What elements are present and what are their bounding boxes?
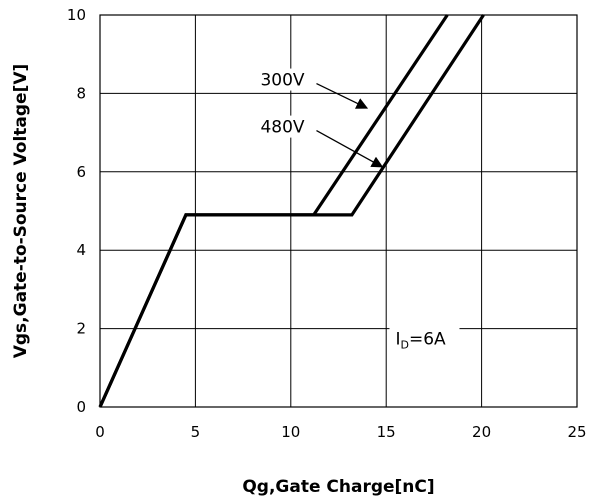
plot-frame [99, 14, 578, 408]
y-tick-label: 0 [76, 398, 86, 416]
annotation-backdrop [389, 324, 460, 353]
grid [100, 15, 577, 407]
series-label-arrow [316, 130, 384, 168]
series-line-480v [98, 14, 485, 408]
x-tick-label: 0 [95, 423, 105, 441]
condition-annotation: ID=6A [395, 329, 446, 351]
x-tick-label: 15 [377, 423, 396, 441]
series-label-480v: 480V [260, 118, 304, 138]
x-tick-label: 25 [567, 423, 586, 441]
y-tick-label: 2 [76, 320, 86, 338]
y-tick-label: 10 [67, 6, 86, 24]
x-axis-title: Qg,Gate Charge[nC] [242, 477, 434, 497]
y-tick-label: 4 [76, 241, 86, 259]
series-lines [98, 14, 485, 408]
label-backdrop [256, 115, 323, 138]
tick-labels: 0 5 10 15 20 25 0 2 4 6 8 10 [67, 6, 587, 441]
x-tick-label: 10 [281, 423, 300, 441]
series-label-arrow [316, 82, 369, 109]
annotations: 300V 480V ID=6A [256, 68, 460, 353]
y-tick-label: 8 [76, 84, 86, 102]
y-tick-label: 6 [76, 163, 86, 181]
x-tick-label: 20 [472, 423, 491, 441]
y-axis-title: Vgs,Gate-to-Source Voltage[V] [11, 64, 31, 359]
label-backdrop [256, 68, 323, 91]
x-tick-label: 5 [191, 423, 201, 441]
series-label-300v: 300V [260, 71, 304, 91]
